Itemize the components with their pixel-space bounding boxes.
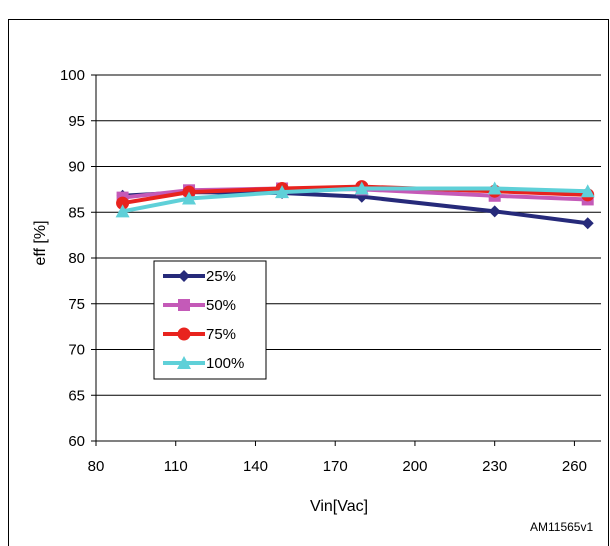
data-series <box>115 180 595 230</box>
legend: 25% 50% 75% 100% <box>153 260 267 380</box>
series-100pct-line <box>122 186 588 214</box>
x-tick-label: 110 <box>164 458 188 475</box>
y-tick-label: 80 <box>68 250 85 267</box>
series-100pct-point <box>182 191 197 205</box>
x-tick-label: 200 <box>402 458 427 475</box>
y-tick-label: 60 <box>68 433 85 450</box>
series-75pct-line <box>122 184 588 206</box>
x-tick-label: 140 <box>243 458 268 475</box>
figure-code: AM11565v1 <box>530 520 593 534</box>
y-tick-label: 95 <box>68 113 85 130</box>
series-25pct-point <box>488 205 501 218</box>
legend-item-25pct-marker <box>178 270 190 282</box>
y-tick-label: 70 <box>68 342 85 359</box>
series-100pct-point <box>115 204 130 218</box>
x-tick-label: 170 <box>323 458 348 475</box>
legend-item-75pct-label: 75% <box>206 326 236 343</box>
legend-item-50pct-marker <box>178 299 190 311</box>
legend-item-100pct-label: 100% <box>206 355 244 372</box>
y-tick-label: 100 <box>60 67 85 84</box>
y-tick-label: 75 <box>68 296 85 313</box>
legend-box <box>153 260 267 380</box>
y-axis-label: eff [%] <box>32 220 49 265</box>
legend-item-50pct-label: 50% <box>206 297 236 314</box>
series-100pct-point <box>487 181 502 195</box>
axes <box>91 74 601 446</box>
legend-item-100pct-marker <box>177 356 191 369</box>
y-tick-label: 90 <box>68 159 85 176</box>
x-tick-label: 260 <box>562 458 587 475</box>
y-tick-label: 65 <box>68 387 85 404</box>
series-75pct-point <box>116 196 130 210</box>
tick-labels: 60 65 70 75 80 85 90 95 100 80 110 140 170 200 230 260 <box>60 67 587 475</box>
legend-item-25pct-label: 25% <box>206 268 236 285</box>
x-axis-label: Vin[Vac] <box>310 498 368 515</box>
legend-item-75pct-marker <box>177 327 191 341</box>
series-100pct-point <box>354 181 369 195</box>
series-100pct-point <box>580 184 595 198</box>
series-100pct-point <box>275 185 290 199</box>
series-25pct-point <box>581 217 594 230</box>
y-tick-label: 85 <box>68 204 85 221</box>
x-tick-label: 230 <box>482 458 507 475</box>
x-tick-label: 80 <box>88 458 105 475</box>
